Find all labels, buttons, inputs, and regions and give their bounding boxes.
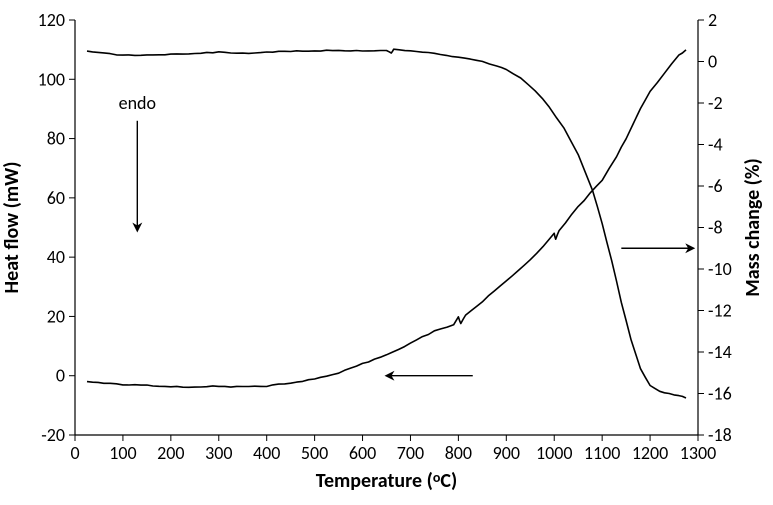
x-tick-label: 100	[109, 442, 136, 464]
x-axis-title: Temperature (oC)	[316, 469, 457, 493]
x-tick-label: 900	[493, 442, 520, 464]
y-right-tick-label: -18	[708, 424, 732, 446]
x-tick-label: 200	[157, 442, 184, 464]
y-right-tick-label: -4	[708, 134, 723, 156]
y-left-tick-label: 40	[47, 246, 65, 268]
x-tick-label: 800	[445, 442, 472, 464]
y-right-tick-label: -16	[708, 383, 732, 405]
y-right-tick-label: -12	[708, 300, 732, 322]
y-right-tick-label: -10	[708, 258, 732, 280]
y-left-tick-label: 20	[47, 305, 65, 327]
y-right-axis-title: Mass change (%)	[741, 158, 765, 296]
y-left-tick-label: 80	[47, 128, 65, 150]
y-right-tick-label: -14	[708, 341, 732, 363]
y-left-tick-label: 60	[47, 187, 65, 209]
y-right-tick-label: -2	[708, 92, 723, 114]
y-left-axis-title: Heat flow (mW)	[0, 162, 24, 294]
x-tick-label: 700	[397, 442, 424, 464]
x-tick-label: 0	[70, 442, 79, 464]
x-tick-label: 1000	[536, 442, 573, 464]
chart-container: 0100200300400500600700800900100011001200…	[0, 0, 773, 505]
y-left-tick-label: 0	[56, 365, 65, 387]
y-left-tick-label: -20	[41, 424, 65, 446]
y-left-tick-label: 100	[38, 68, 65, 90]
y-right-tick-label: 0	[708, 51, 717, 73]
x-tick-label: 500	[301, 442, 328, 464]
y-right-tick-label: -6	[708, 175, 723, 197]
y-right-tick-label: 2	[708, 9, 717, 31]
x-tick-label: 1200	[632, 442, 669, 464]
x-tick-label: 400	[253, 442, 280, 464]
y-right-tick-label: -8	[708, 217, 723, 239]
x-tick-label: 600	[349, 442, 376, 464]
endo-label: endo	[119, 92, 156, 114]
x-tick-label: 300	[205, 442, 232, 464]
dual-axis-chart: 0100200300400500600700800900100011001200…	[0, 0, 773, 505]
x-tick-label: 1100	[584, 442, 621, 464]
y-left-tick-label: 120	[38, 9, 65, 31]
